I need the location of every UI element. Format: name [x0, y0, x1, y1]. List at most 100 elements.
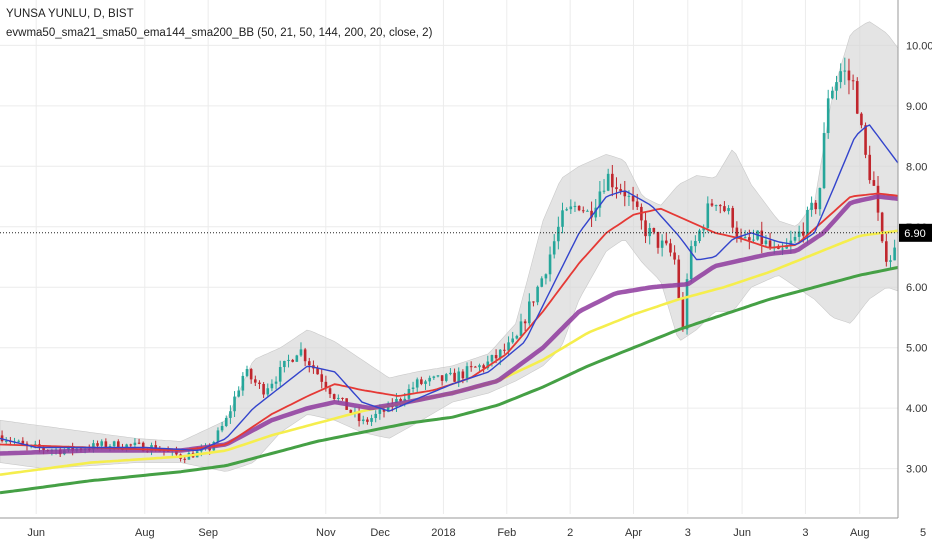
candle-body — [100, 441, 104, 446]
candle-body — [835, 82, 838, 91]
candle-body — [615, 187, 618, 190]
candle-body — [723, 206, 726, 212]
candle-body — [818, 188, 822, 210]
candle-body — [689, 246, 693, 280]
candle-body — [295, 355, 299, 362]
candle-body — [793, 236, 797, 241]
candle-body — [831, 90, 834, 99]
x-tick-label: Feb — [497, 527, 516, 539]
bollinger-band — [0, 21, 898, 472]
candle-body — [743, 237, 747, 239]
candle-body — [378, 409, 382, 414]
candle-body — [270, 383, 274, 389]
evwma50-line — [0, 194, 898, 456]
candle-body — [669, 243, 672, 253]
candle-body — [428, 377, 431, 382]
candle-body — [386, 403, 390, 412]
candle-body — [644, 220, 647, 237]
candle-body — [656, 231, 660, 248]
candle-body — [403, 398, 407, 402]
candle-body — [577, 205, 581, 211]
candle-body — [461, 371, 465, 379]
candle-body — [748, 237, 751, 241]
candle-body — [507, 342, 510, 351]
candle-body — [777, 247, 780, 249]
candle-body — [702, 228, 705, 231]
candle-body — [839, 71, 842, 83]
candle-body — [498, 349, 502, 359]
y-tick-label: 5.00 — [906, 343, 927, 355]
candle-body — [262, 383, 265, 395]
candle-body — [278, 367, 282, 382]
candle-body — [523, 321, 527, 324]
candle-body — [229, 411, 232, 418]
candle-body — [739, 236, 743, 238]
candle-body — [71, 446, 74, 451]
candle-body — [415, 379, 419, 388]
study-legend: evwma50_sma21_sma50_ema144_sma200_BB (50… — [6, 27, 433, 39]
candle-body — [444, 374, 448, 381]
x-tick-label: 2 — [567, 527, 573, 539]
candle-body — [67, 446, 70, 451]
candle-body — [606, 173, 610, 191]
candle-body — [515, 335, 519, 339]
candle-body — [457, 371, 461, 382]
candle-body — [332, 394, 336, 399]
candle-body — [249, 369, 253, 380]
candle-body — [374, 413, 377, 419]
candle-body — [764, 240, 768, 244]
candle-body — [366, 419, 369, 422]
x-tick-label: 3 — [802, 527, 808, 539]
candle-body — [474, 366, 477, 368]
candle-body — [237, 390, 241, 397]
candle-body — [752, 239, 755, 241]
candle-body — [490, 355, 494, 362]
candle-body — [183, 458, 187, 460]
candle-body — [557, 226, 560, 242]
x-tick-label: Aug — [135, 527, 155, 539]
candle-body — [855, 81, 859, 114]
x-tick-label: Jun — [733, 527, 751, 539]
candle-body — [889, 260, 892, 262]
candle-body — [868, 154, 872, 181]
candle-body — [893, 247, 896, 261]
candle-body — [789, 240, 793, 246]
y-tick-label: 9.00 — [906, 101, 927, 113]
candle-body — [283, 360, 286, 368]
candle-body — [511, 338, 514, 343]
y-tick-label: 3.00 — [906, 464, 927, 476]
candle-body — [420, 379, 423, 384]
candle-body — [108, 446, 112, 448]
candle-body — [660, 240, 664, 248]
candle-body — [876, 185, 880, 213]
candle-body — [299, 349, 303, 356]
candle-body — [623, 191, 627, 197]
candle-body — [631, 195, 635, 202]
plot-group — [0, 0, 905, 514]
candle-body — [880, 212, 884, 242]
candle-body — [885, 241, 888, 262]
candle-body — [540, 278, 544, 287]
sma200-line — [0, 265, 898, 495]
x-tick-label: Nov — [316, 527, 336, 539]
candle-body — [561, 210, 564, 227]
x-tick-label: Sep — [198, 527, 218, 539]
candle-body — [627, 195, 631, 197]
candle-body — [664, 240, 668, 244]
candle-body — [847, 70, 851, 81]
candle-body — [544, 274, 548, 279]
candle-body — [714, 205, 718, 207]
candle-body — [320, 374, 324, 382]
candle-body — [781, 248, 784, 250]
candle-body — [652, 228, 656, 232]
candle-body — [328, 388, 332, 395]
candle-body — [96, 443, 99, 446]
candle-body — [494, 355, 498, 359]
candle-body — [760, 230, 764, 244]
y-tick-label: 10.00 — [906, 40, 932, 52]
candle-body — [902, 244, 905, 251]
candle-body — [801, 231, 805, 236]
x-tick-label: 5 — [920, 527, 926, 539]
candle-body — [432, 376, 436, 378]
candle-body — [872, 180, 876, 186]
